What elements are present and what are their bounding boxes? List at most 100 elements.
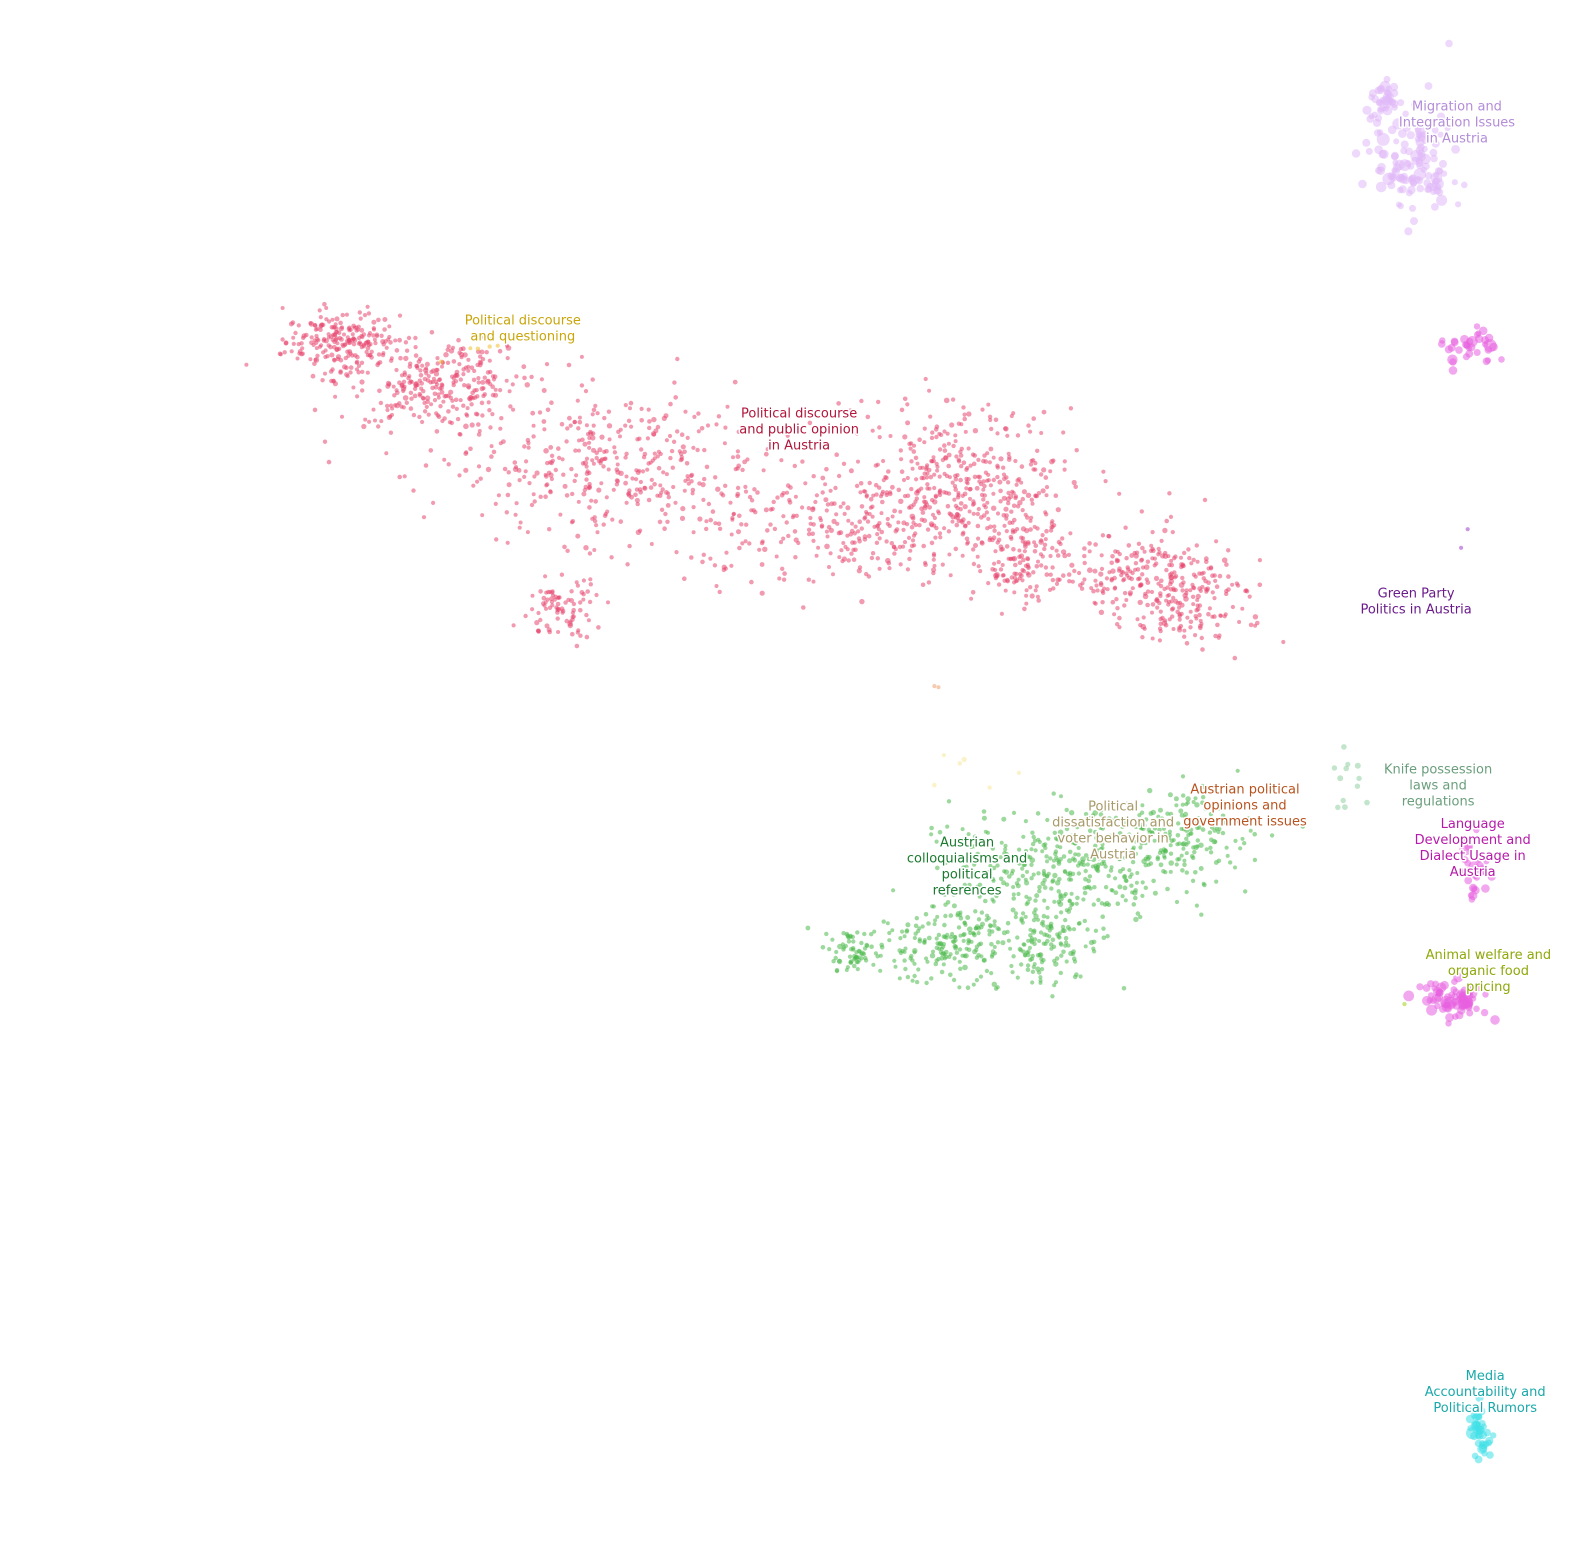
point [1154, 597, 1160, 602]
point [671, 484, 676, 490]
point [422, 409, 428, 414]
point [1244, 589, 1250, 594]
point [1356, 775, 1362, 782]
point [1029, 497, 1035, 502]
point [1212, 596, 1217, 601]
point [1134, 880, 1139, 885]
point [970, 590, 976, 595]
point [1093, 928, 1099, 933]
point [1140, 803, 1145, 808]
point [987, 928, 992, 933]
point [634, 497, 640, 503]
point [1015, 433, 1021, 438]
point [606, 467, 611, 472]
cluster-label-line: in Austria [1426, 131, 1488, 146]
point [1032, 910, 1037, 915]
point [1483, 1428, 1491, 1437]
point [537, 410, 543, 415]
point [423, 463, 429, 468]
point [846, 558, 851, 563]
cluster-1-label: Political discourse and questioning [465, 313, 581, 344]
point [1417, 149, 1426, 158]
point [1206, 611, 1211, 617]
point [627, 488, 632, 493]
point [666, 495, 671, 500]
point [974, 978, 980, 983]
point [914, 979, 920, 985]
point [408, 406, 414, 411]
point [529, 374, 534, 380]
point [1022, 549, 1027, 554]
point [326, 335, 331, 340]
point [552, 597, 558, 602]
point [1450, 338, 1459, 347]
point [991, 477, 996, 483]
point [413, 345, 418, 350]
point [1432, 177, 1440, 185]
point [962, 920, 967, 925]
point [1159, 816, 1165, 821]
point [1176, 821, 1181, 826]
point [1237, 620, 1242, 624]
point [1013, 562, 1018, 568]
point [924, 467, 929, 472]
point [629, 424, 634, 429]
point [814, 553, 819, 558]
point [610, 517, 615, 522]
point [700, 559, 705, 565]
point [325, 354, 330, 359]
point [1011, 411, 1016, 416]
point [877, 435, 882, 440]
point [1186, 833, 1191, 838]
point [406, 335, 412, 341]
point [596, 625, 601, 630]
point [562, 483, 568, 489]
point [913, 531, 918, 536]
point [904, 928, 910, 933]
point [1029, 458, 1034, 463]
point [887, 566, 892, 571]
point [576, 628, 581, 633]
point [772, 526, 778, 532]
point [884, 539, 889, 544]
point [961, 932, 966, 938]
point [974, 947, 979, 953]
point [1068, 906, 1073, 911]
point [431, 500, 436, 505]
point [965, 481, 970, 486]
point [841, 947, 846, 952]
point [880, 499, 885, 505]
point [646, 497, 652, 503]
point [504, 378, 509, 383]
point [1049, 886, 1054, 891]
point [911, 449, 917, 454]
point [408, 390, 414, 395]
point [401, 405, 406, 410]
point [291, 341, 296, 346]
point [1139, 558, 1144, 563]
point [376, 424, 381, 429]
point [1084, 836, 1089, 841]
point [1247, 594, 1252, 599]
point [839, 548, 844, 553]
point [943, 455, 949, 461]
point [445, 347, 450, 352]
point [909, 524, 915, 530]
point [581, 578, 587, 583]
point [1252, 614, 1259, 620]
point [411, 488, 416, 493]
point [531, 423, 536, 428]
point [1139, 841, 1145, 846]
point [706, 501, 712, 507]
point [862, 489, 868, 494]
point [1089, 586, 1094, 591]
point [1139, 582, 1144, 587]
point [1465, 527, 1470, 532]
point [572, 420, 577, 425]
point [464, 450, 469, 455]
point [1145, 580, 1151, 585]
point [704, 526, 709, 532]
point [1017, 500, 1023, 506]
point [1050, 565, 1055, 570]
point [1040, 849, 1045, 854]
